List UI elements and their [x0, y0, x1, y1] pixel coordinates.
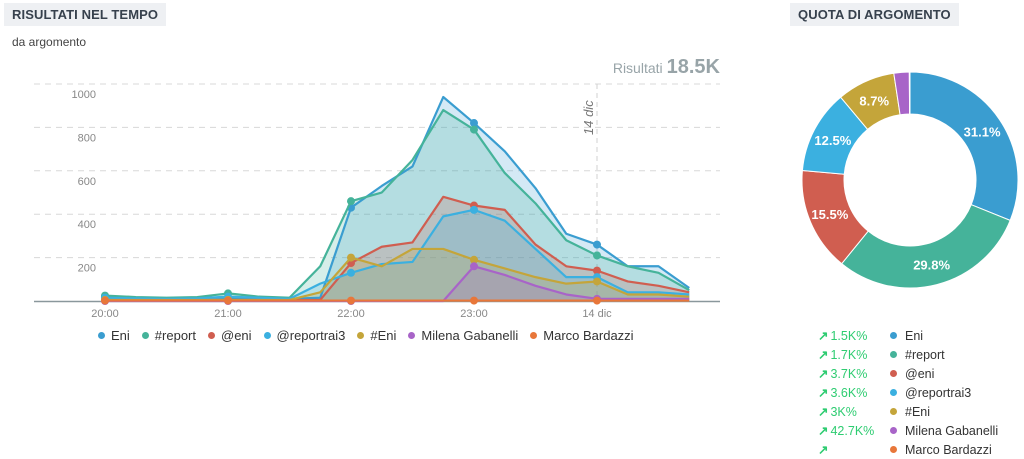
- legend-label: #Eni: [370, 328, 396, 343]
- slice-label: 12.5%: [814, 133, 851, 148]
- trend-up-icon: ↗: [818, 424, 828, 438]
- legend-label: Milena Gabanelli: [421, 328, 518, 343]
- growth-legend: ↗1.5K% Eni ↗1.7K% #report ↗3.7K% @eni ↗3.6K% @r…: [818, 326, 998, 459]
- growth-legend-row[interactable]: ↗3.7K% @eni: [818, 364, 998, 383]
- trend-up-icon: ↗: [818, 405, 828, 419]
- legend-dot-icon: [208, 332, 215, 339]
- trend-up-icon: ↗: [818, 386, 828, 400]
- legend-item[interactable]: @eni: [208, 328, 252, 343]
- growth-legend-row[interactable]: ↗42.7K% Milena Gabanelli: [818, 421, 998, 440]
- legend-label: Eni: [905, 329, 923, 343]
- legend-label: Eni: [111, 328, 130, 343]
- growth-value: ↗42.7K%: [818, 423, 890, 438]
- growth-legend-row[interactable]: ↗3.6K% @reportrai3: [818, 383, 998, 402]
- legend-dot-icon: [890, 351, 897, 358]
- legend-item[interactable]: Eni: [98, 328, 130, 343]
- donut-chart: 31.1% 29.8% 15.5% 12.5% 8.7%: [0, 0, 1024, 320]
- donut-slice[interactable]: [842, 205, 1010, 288]
- legend-label: Marco Bardazzi: [905, 443, 992, 457]
- legend-label: Milena Gabanelli: [905, 424, 998, 438]
- growth-legend-row[interactable]: ↗ Marco Bardazzi: [818, 440, 998, 459]
- donut-slice[interactable]: [910, 72, 1018, 220]
- legend-dot-icon: [408, 332, 415, 339]
- growth-legend-row[interactable]: ↗3K% #Eni: [818, 402, 998, 421]
- legend-item[interactable]: Milena Gabanelli: [408, 328, 518, 343]
- legend-dot-icon: [357, 332, 364, 339]
- trend-up-icon: ↗: [818, 367, 828, 381]
- legend-dot-icon: [890, 446, 897, 453]
- trend-up-icon: ↗: [818, 443, 828, 457]
- legend-item[interactable]: @reportrai3: [264, 328, 346, 343]
- legend-dot-icon: [890, 408, 897, 415]
- legend-dot-icon: [890, 389, 897, 396]
- growth-value: ↗3.6K%: [818, 385, 890, 400]
- legend-dot-icon: [530, 332, 537, 339]
- legend-item[interactable]: #Eni: [357, 328, 396, 343]
- legend-dot-icon: [890, 332, 897, 339]
- slice-label: 8.7%: [859, 94, 889, 109]
- growth-value: ↗: [818, 442, 890, 457]
- legend-dot-icon: [890, 427, 897, 434]
- growth-legend-row[interactable]: ↗1.7K% #report: [818, 345, 998, 364]
- growth-value: ↗1.7K%: [818, 347, 890, 362]
- growth-value: ↗1.5K%: [818, 328, 890, 343]
- legend-dot-icon: [98, 332, 105, 339]
- donut-slice[interactable]: [909, 72, 910, 114]
- slice-label: 15.5%: [811, 207, 848, 222]
- legend-dot-icon: [142, 332, 149, 339]
- legend-label: @eni: [221, 328, 252, 343]
- legend-dot-icon: [890, 370, 897, 377]
- slice-label: 29.8%: [913, 257, 950, 272]
- legend-label: #Eni: [905, 405, 930, 419]
- legend-label: @eni: [905, 367, 934, 381]
- growth-legend-row[interactable]: ↗1.5K% Eni: [818, 326, 998, 345]
- legend-label: #report: [155, 328, 196, 343]
- trend-up-icon: ↗: [818, 329, 828, 343]
- legend-item[interactable]: #report: [142, 328, 196, 343]
- legend-label: @reportrai3: [277, 328, 346, 343]
- growth-value: ↗3K%: [818, 404, 890, 419]
- chart-legend: Eni #report @eni @reportrai3 #Eni Milena Gaba…: [98, 328, 634, 343]
- trend-up-icon: ↗: [818, 348, 828, 362]
- growth-value: ↗3.7K%: [818, 366, 890, 381]
- legend-label: #report: [905, 348, 945, 362]
- legend-dot-icon: [264, 332, 271, 339]
- legend-label: @reportrai3: [905, 386, 971, 400]
- slice-label: 31.1%: [964, 124, 1001, 139]
- legend-label: Marco Bardazzi: [543, 328, 633, 343]
- legend-item[interactable]: Marco Bardazzi: [530, 328, 633, 343]
